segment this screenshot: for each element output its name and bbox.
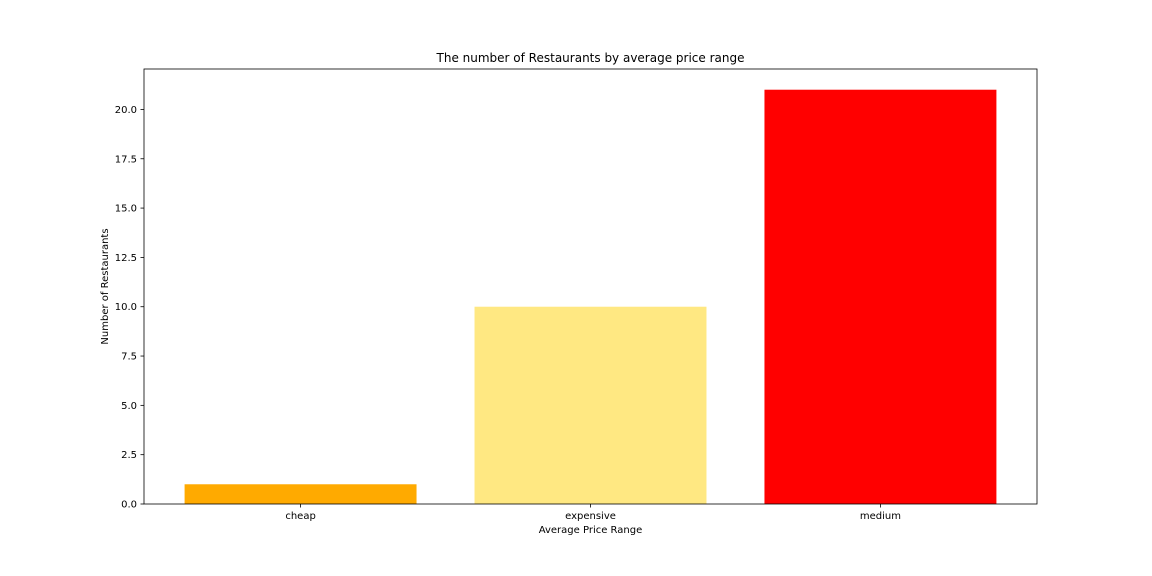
y-tick-label: 0.0 — [121, 500, 137, 511]
bars — [184, 89, 997, 504]
chart-title: The number of Restaurants by average pri… — [436, 51, 745, 65]
y-axis-label: Number of Restaurants — [100, 228, 111, 344]
x-axis-ticks: cheap expensive medium — [285, 504, 901, 522]
x-tick-label: cheap — [285, 511, 315, 522]
y-axis-ticks: 0.0 2.5 5.0 7.5 10.0 12.5 15.0 17.5 20.0 — [115, 105, 144, 511]
x-tick-label: expensive — [565, 511, 616, 522]
y-tick-label: 7.5 — [121, 352, 137, 363]
x-tick-label: medium — [860, 511, 901, 522]
plot-frame — [143, 68, 1038, 505]
bar-cheap — [184, 484, 417, 504]
y-tick-label: 10.0 — [115, 302, 137, 313]
bar-expensive — [474, 306, 707, 504]
y-tick-label: 2.5 — [121, 450, 137, 461]
bar-medium — [764, 89, 997, 504]
y-tick-label: 5.0 — [121, 401, 137, 412]
y-tick-label: 12.5 — [115, 253, 137, 264]
y-tick-label: 15.0 — [115, 204, 137, 215]
y-tick-label: 17.5 — [115, 154, 137, 165]
x-axis-label: Average Price Range — [539, 525, 643, 536]
y-tick-label: 20.0 — [115, 105, 137, 116]
